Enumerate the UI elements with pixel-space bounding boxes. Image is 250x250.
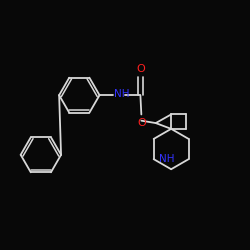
Text: O: O xyxy=(137,118,146,128)
Text: NH: NH xyxy=(114,89,130,99)
Text: NH: NH xyxy=(160,154,175,164)
Text: O: O xyxy=(136,64,145,74)
